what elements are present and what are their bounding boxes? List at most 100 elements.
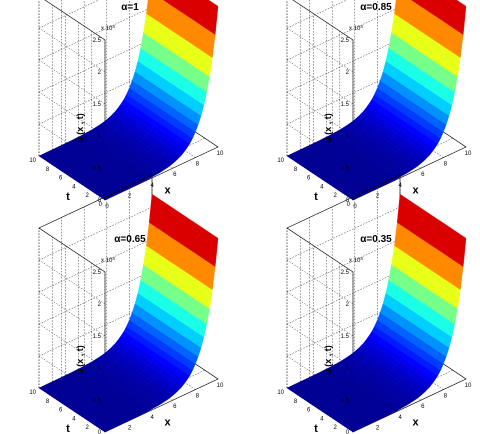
t-tick-label: 10 <box>277 390 284 396</box>
x-tick-label: 6 <box>421 172 425 178</box>
z-exponent: 4 <box>360 256 363 261</box>
x-tick-label: 8 <box>444 394 448 400</box>
x-axis-label: x <box>412 185 419 197</box>
x-tick-label: 8 <box>196 394 200 400</box>
surface-patch <box>418 0 432 13</box>
t-tick-label: 2 <box>85 193 89 199</box>
surface-patch <box>451 230 467 267</box>
x-tick-label: 4 <box>399 415 403 421</box>
t-tick-label: 2 <box>85 425 89 431</box>
x-tick-label: 8 <box>196 162 200 168</box>
t-tick-label: 4 <box>72 416 76 422</box>
z-exponent: 4 <box>360 24 363 29</box>
z-tick-label: 1.5 <box>341 102 350 108</box>
surface-plot-panel: α=0.85 0 0.5 1 1.5 2 2.5 x 104 0 2 4 6 8 10 0 2 4 6 8 10 x t u… <box>277 0 472 210</box>
z-tick-label: 2.5 <box>341 38 350 44</box>
surface-patch <box>411 0 420 6</box>
t-tick-label: 4 <box>320 416 324 422</box>
z-tick-label: 0.5 <box>341 398 350 404</box>
surface-patch <box>451 0 467 35</box>
x-tick-label: 0 <box>105 204 109 210</box>
t-tick-label: 2 <box>333 193 337 199</box>
t-tick-label: 6 <box>307 408 311 414</box>
t-tick-label: 10 <box>277 158 284 164</box>
t-tick-label: 10 <box>29 390 36 396</box>
z-tick-label: 2.5 <box>93 38 102 44</box>
z-tick-label: 0 <box>346 198 350 204</box>
z-exponent-label: x 104 <box>349 256 363 264</box>
z-tick-label: 1 <box>98 366 102 372</box>
wall-gridline <box>292 0 354 41</box>
wall-gridline <box>38 27 106 73</box>
z-tick-label: 1 <box>98 134 102 140</box>
x-tick-label: 10 <box>465 383 472 389</box>
t-tick-label: 0 <box>347 202 351 208</box>
z-tick-label: 2 <box>98 302 102 308</box>
z-axis-label: u (x , t) <box>323 345 333 375</box>
t-tick-label: 6 <box>59 176 63 182</box>
z-tick-label: 0 <box>346 430 350 434</box>
z-exponent: 4 <box>112 24 115 29</box>
z-tick-label: 1 <box>346 366 350 372</box>
surface-plot-panel: α=1 0 0.5 1 1.5 2 2.5 x 104 0 2 4 6 8 10 0 2 4 6 8 10 x t u (x… <box>29 0 224 210</box>
z-tick-label: 1 <box>346 134 350 140</box>
wall-gridline <box>44 0 106 41</box>
z-exponent-label: x 104 <box>101 24 115 32</box>
x-tick-label: 6 <box>173 404 177 410</box>
t-axis-label: t <box>66 191 70 203</box>
t-axis-label: t <box>314 423 318 434</box>
wall-gridline <box>38 59 106 105</box>
x-tick-label: 8 <box>444 162 448 168</box>
t-tick-label: 10 <box>29 158 36 164</box>
t-tick-label: 6 <box>59 408 63 414</box>
surface-plot-panel: α=0.65 0 0.5 1 1.5 2 2.5 x 104 0 2 4 6 8 10 0 2 4 6 8 10 x t u… <box>29 174 224 434</box>
plot-title: α=1 <box>121 2 139 13</box>
t-tick-label: 4 <box>320 184 324 190</box>
z-axis-label: u (x , t) <box>75 345 85 375</box>
x-tick-label: 4 <box>399 183 403 189</box>
t-tick-label: 6 <box>307 176 311 182</box>
t-tick-label: 2 <box>333 425 337 431</box>
t-tick-label: 8 <box>46 167 50 173</box>
x-tick-label: 2 <box>128 425 132 431</box>
t-tick-label: 8 <box>294 167 298 173</box>
wall-gridline <box>38 259 106 305</box>
x-tick-label: 2 <box>376 193 380 199</box>
x-axis-label: x <box>164 417 171 429</box>
x-tick-label: 0 <box>353 204 357 210</box>
t-tick-label: 8 <box>46 399 50 405</box>
wall-gridline <box>286 27 354 73</box>
t-axis-label: t <box>314 191 318 203</box>
surface-patch <box>203 230 219 267</box>
x-tick-label: 2 <box>376 425 380 431</box>
z-tick-label: 2 <box>346 302 350 308</box>
z-axis-label: u (x , t) <box>323 113 333 143</box>
wall-gridline <box>38 291 106 337</box>
t-tick-label: 0 <box>99 202 103 208</box>
wall-gridline <box>286 291 354 337</box>
z-tick-label: 0 <box>98 430 102 434</box>
plot-title: α=0.65 <box>114 234 146 245</box>
z-tick-label: 2.5 <box>341 270 350 276</box>
x-tick-label: 10 <box>217 151 224 157</box>
surface-patch <box>203 0 219 35</box>
plot-title: α=0.35 <box>360 234 392 245</box>
z-tick-label: 2 <box>98 70 102 76</box>
z-exponent-label: x 104 <box>101 256 115 264</box>
x-tick-label: 6 <box>421 404 425 410</box>
x-tick-label: 4 <box>151 415 155 421</box>
surface-plot-panel: α=0.35 0 0.5 1 1.5 2 2.5 x 104 0 2 4 6 8 10 0 2 4 6 8 10 x t u… <box>277 174 472 434</box>
t-axis-label: t <box>66 423 70 434</box>
wall-gridline <box>286 259 354 305</box>
z-exponent-label: x 104 <box>349 24 363 32</box>
z-tick-label: 2.5 <box>93 270 102 276</box>
z-tick-label: 0.5 <box>93 398 102 404</box>
z-tick-label: 1.5 <box>93 102 102 108</box>
z-tick-label: 0.5 <box>341 166 350 172</box>
t-tick-label: 8 <box>294 399 298 405</box>
surface-patch <box>163 0 172 6</box>
z-tick-label: 1.5 <box>93 334 102 340</box>
t-tick-label: 4 <box>72 184 76 190</box>
x-tick-label: 6 <box>173 172 177 178</box>
